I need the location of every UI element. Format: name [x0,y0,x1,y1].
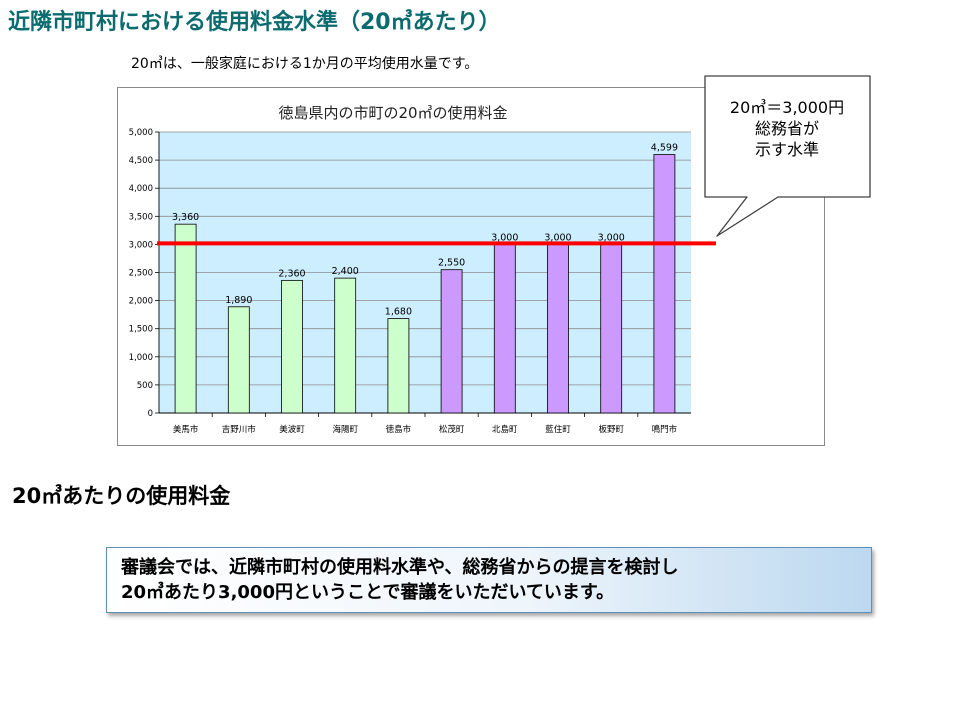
summary-line: 審議会では、近隣市町村の使用料水準や、総務省からの提言を検討し [121,557,679,578]
y-tick-label: 1,500 [129,325,153,335]
callout-line-level: 示す水準 [754,140,819,159]
x-tick-label: 鳴門市 [652,424,678,435]
y-tick-label: 3,500 [129,212,153,222]
x-tick-label: 藍住町 [545,424,571,435]
x-tick-label: 北島町 [492,424,518,435]
x-tick-label: 徳島市 [386,424,412,435]
y-tick-label: 3,000 [129,240,153,250]
bar-value-label: 2,550 [438,258,465,269]
bar-value-label: 1,890 [225,295,252,306]
summary-line: 20㎥あたり3,000円ということで審議をいただいています。 [121,582,615,603]
y-tick-label: 2,000 [129,297,153,307]
section-heading: 20㎥あたりの使用料金 [12,484,231,508]
bar-value-label: 1,680 [385,307,412,318]
bar [174,223,197,414]
callout-line-standard: 20㎥＝3,000円 [729,98,845,117]
callout-line-ministry: 総務省が [754,119,819,138]
bar [600,243,623,414]
bar [334,277,357,414]
x-tick-label: 美波町 [279,424,305,435]
y-tick-label: 4,500 [129,156,153,166]
chart-title: 徳島県内の市町の20㎥の使用料金 [278,104,507,122]
bar-value-label: 3,000 [544,232,571,243]
bar [281,279,303,414]
y-tick-label: 500 [137,381,153,391]
water-fee-bar-chart: 徳島県内の市町の20㎥の使用料金 0 500 1,000 1,500 2,000 2,500… [129,104,716,435]
bar [493,243,516,414]
y-tick-label: 4,000 [129,184,153,194]
x-tick-label: 板野町 [598,424,624,435]
x-tick-label: 吉野川市 [222,424,257,435]
bar [440,269,463,414]
y-tick-label: 0 [148,409,153,419]
y-tick-label: 5,000 [129,128,153,138]
bar [387,318,410,414]
usage-note: 20㎥は、一般家庭における1か月の平均使用水量です。 [131,56,479,72]
summary-box: 審議会では、近隣市町村の使用料水準や、総務省からの提言を検討し 20㎥あたり3,… [106,547,872,613]
callout-text: 20㎥＝3,000円 総務省が 示す水準 [706,97,868,160]
bar [653,154,676,414]
bar [547,243,569,414]
x-tick-label: 美馬市 [173,424,199,435]
bar-value-label: 3,000 [598,232,625,243]
x-tick-label: 松茂町 [439,424,465,435]
bar-value-label: 2,360 [278,268,305,279]
bar-value-label: 4,599 [651,143,678,154]
x-tick-label: 海陽町 [332,424,358,435]
bar [227,306,250,414]
y-tick-label: 2,500 [129,269,153,279]
y-tick-label: 1,000 [129,353,153,363]
bar-value-label: 3,000 [491,232,518,243]
slide-title: 近隣市町村における使用料金水準（20㎥あたり） [8,10,501,35]
callout-bubble [704,75,871,237]
bar-value-label: 3,360 [172,212,199,223]
bar-value-label: 2,400 [332,266,359,277]
